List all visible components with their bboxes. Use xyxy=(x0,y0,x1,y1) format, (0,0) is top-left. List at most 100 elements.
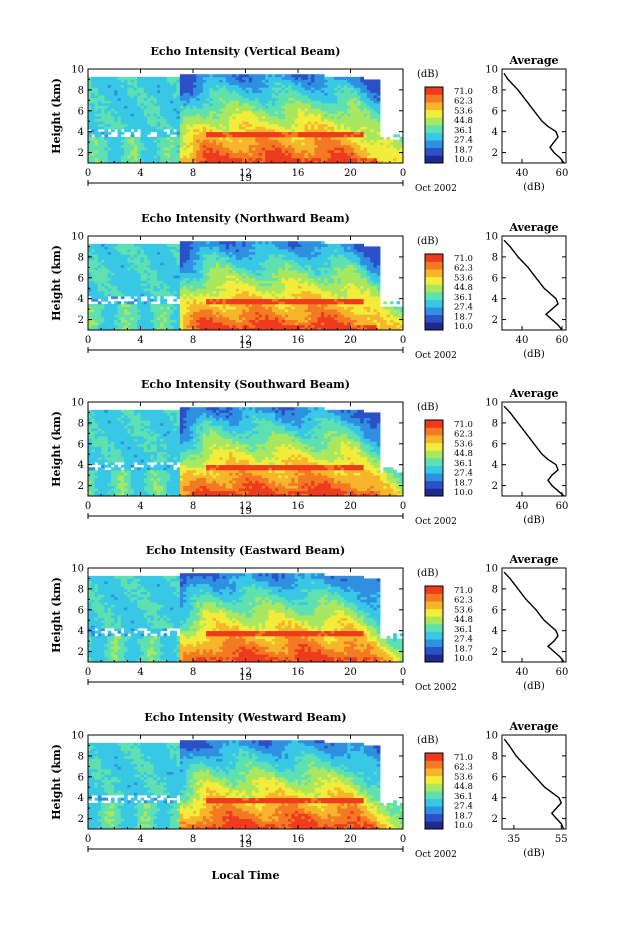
heatmap-cell xyxy=(134,145,138,148)
heatmap-cell xyxy=(127,265,131,268)
heatmap-cell xyxy=(252,119,256,122)
heatmap-cell xyxy=(88,304,92,307)
heatmap-cell xyxy=(219,134,223,137)
heatmap-cell xyxy=(137,121,141,124)
heatmap-cell xyxy=(108,111,112,114)
heatmap-cell xyxy=(167,260,171,263)
heatmap-cell xyxy=(259,82,263,85)
heatmap-cell xyxy=(324,158,328,161)
heatmap-cell xyxy=(268,249,272,252)
heatmap-cell xyxy=(163,275,167,278)
heatmap-cell xyxy=(209,244,213,247)
heatmap-cell xyxy=(95,121,99,124)
heatmap-cell xyxy=(98,95,102,98)
heatmap-cell xyxy=(268,142,272,145)
heatmap-cell xyxy=(213,124,217,127)
heatmap-cell xyxy=(177,113,181,116)
heatmap-cell xyxy=(324,137,328,140)
heatmap-cell xyxy=(177,262,181,265)
heatmap-cell xyxy=(177,270,181,273)
heatmap-cell xyxy=(213,254,217,257)
heatmap-cell xyxy=(226,77,230,80)
heatmap-cell xyxy=(246,278,250,281)
heatmap-cell xyxy=(285,129,289,132)
heatmap-cell xyxy=(200,90,204,93)
heatmap-cell xyxy=(288,95,292,98)
heatmap-cell xyxy=(285,150,289,153)
heatmap-cell xyxy=(341,79,345,82)
heatmap-cell xyxy=(167,100,171,103)
heatmap-cell xyxy=(324,116,328,119)
heatmap-cell xyxy=(167,275,171,278)
heatmap-cell xyxy=(229,273,233,276)
heatmap-cell xyxy=(275,132,279,135)
heatmap-cell xyxy=(154,280,158,283)
heatmap-cell xyxy=(252,309,256,312)
heatmap-cell xyxy=(226,270,230,273)
heatmap-cell xyxy=(265,312,269,315)
heatmap-cell xyxy=(259,249,263,252)
heatmap-cell xyxy=(186,116,190,119)
heatmap-cell xyxy=(223,93,227,96)
heatmap-cell xyxy=(163,257,167,260)
heatmap-cell xyxy=(193,296,197,299)
heatmap-cell xyxy=(252,90,256,93)
heatmap-cell xyxy=(183,111,187,114)
heatmap-cell xyxy=(298,87,302,90)
heatmap-cell xyxy=(209,317,213,320)
heatmap-cell xyxy=(180,103,184,106)
heatmap-cell xyxy=(124,283,128,286)
heatmap-cell xyxy=(157,262,161,265)
heatmap-cell xyxy=(347,142,351,145)
heatmap-cell xyxy=(108,140,112,143)
heatmap-cell xyxy=(242,129,246,132)
heatmap-cell xyxy=(272,150,276,153)
heatmap-cell xyxy=(298,158,302,161)
heatmap-cell xyxy=(101,322,105,325)
heatmap-cell xyxy=(370,142,374,145)
heatmap-cell xyxy=(127,158,131,161)
heatmap-cell xyxy=(318,134,322,137)
heatmap-cell xyxy=(95,111,99,114)
heatmap-cell xyxy=(344,129,348,132)
heatmap-cell xyxy=(393,140,397,143)
heatmap-cell xyxy=(167,312,171,315)
heatmap-cell xyxy=(324,79,328,82)
heatmap-cell xyxy=(150,155,154,158)
heatmap-cell xyxy=(137,244,141,247)
heatmap-cell xyxy=(183,283,187,286)
heatmap-cell xyxy=(357,106,361,109)
heatmap-cell xyxy=(308,98,312,101)
heatmap-cell xyxy=(154,286,158,289)
heatmap-cell xyxy=(364,90,368,93)
heatmap-cell xyxy=(203,142,207,145)
heatmap-cell xyxy=(252,129,256,132)
heatmap-cell xyxy=(341,121,345,124)
heatmap-cell xyxy=(272,307,276,310)
heatmap-cell xyxy=(380,145,384,148)
heatmap-cell xyxy=(157,244,161,247)
heatmap-cell xyxy=(246,325,250,328)
heatmap-cell xyxy=(209,116,213,119)
heatmap-cell xyxy=(88,273,92,276)
heatmap-cell xyxy=(170,322,174,325)
heatmap-cell xyxy=(226,283,230,286)
heatmap-cell xyxy=(318,98,322,101)
heatmap-cell xyxy=(324,155,328,158)
heatmap-cell xyxy=(209,145,213,148)
heatmap-cell xyxy=(167,79,171,82)
heatmap-cell xyxy=(170,106,174,109)
heatmap-cell xyxy=(259,262,263,265)
heatmap-cell xyxy=(173,262,177,265)
heatmap-cell xyxy=(163,87,167,90)
heatmap-cell xyxy=(318,79,322,82)
heatmap-cell xyxy=(131,108,135,111)
heatmap-cell xyxy=(331,82,335,85)
heatmap-cell xyxy=(206,325,210,328)
heatmap-cell xyxy=(272,121,276,124)
heatmap-cell xyxy=(367,150,371,153)
heatmap-cell xyxy=(114,140,118,143)
heatmap-cell xyxy=(262,283,266,286)
heatmap-cell xyxy=(114,137,118,140)
heatmap-cell xyxy=(252,273,256,276)
